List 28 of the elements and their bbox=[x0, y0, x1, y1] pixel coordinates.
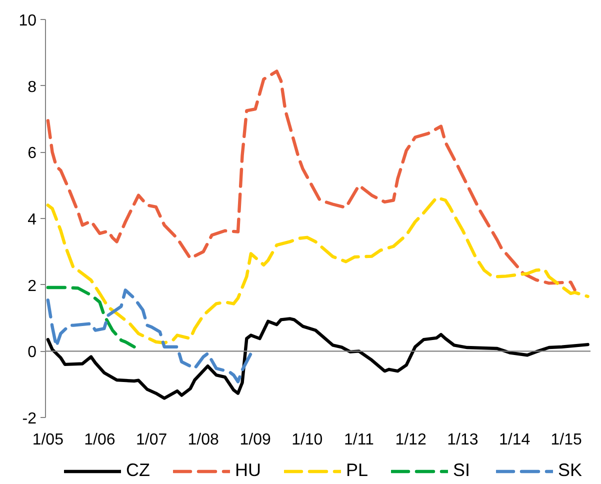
y-tick-label: -2 bbox=[22, 410, 37, 428]
x-tick-label: 1/11 bbox=[344, 432, 374, 448]
y-tick-label: 10 bbox=[18, 12, 37, 30]
line-series bbox=[46, 286, 136, 348]
legend-label: SI bbox=[453, 460, 472, 481]
y-tick-label: 0 bbox=[28, 344, 37, 362]
legend-label: SK bbox=[558, 460, 582, 481]
x-tick-label: 1/15 bbox=[550, 432, 582, 448]
y-tick-label: 6 bbox=[28, 145, 37, 162]
legend-label: CZ bbox=[126, 460, 150, 481]
y-tick-label: 8 bbox=[28, 78, 37, 96]
line-series bbox=[46, 288, 253, 384]
line-series bbox=[46, 196, 590, 344]
x-tick-label: 1/13 bbox=[447, 432, 478, 448]
line-series bbox=[46, 317, 590, 400]
line-series bbox=[46, 70, 576, 292]
x-tick-label: 1/08 bbox=[188, 432, 220, 448]
x-tick-label: 1/05 bbox=[32, 432, 64, 448]
x-tick-label: 1/06 bbox=[84, 432, 116, 448]
x-tick-label: 1/09 bbox=[240, 432, 271, 448]
y-tick-label: 2 bbox=[28, 278, 37, 295]
legend-label: HU bbox=[235, 460, 261, 481]
x-tick-label: 1/10 bbox=[292, 432, 323, 448]
y-tick-label: 4 bbox=[28, 212, 37, 228]
legend-label: PL bbox=[346, 460, 368, 481]
x-tick-label: 1/07 bbox=[136, 432, 168, 448]
x-tick-label: 1/14 bbox=[498, 432, 530, 448]
x-tick-label: 1/12 bbox=[395, 432, 426, 448]
